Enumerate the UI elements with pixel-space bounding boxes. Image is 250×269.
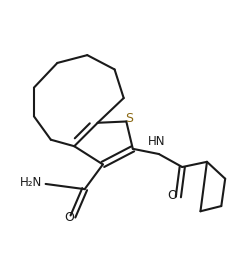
Text: S: S <box>126 112 134 125</box>
Text: H₂N: H₂N <box>20 176 42 189</box>
Text: O: O <box>167 189 177 202</box>
Text: HN: HN <box>148 134 165 147</box>
Text: O: O <box>64 211 74 224</box>
